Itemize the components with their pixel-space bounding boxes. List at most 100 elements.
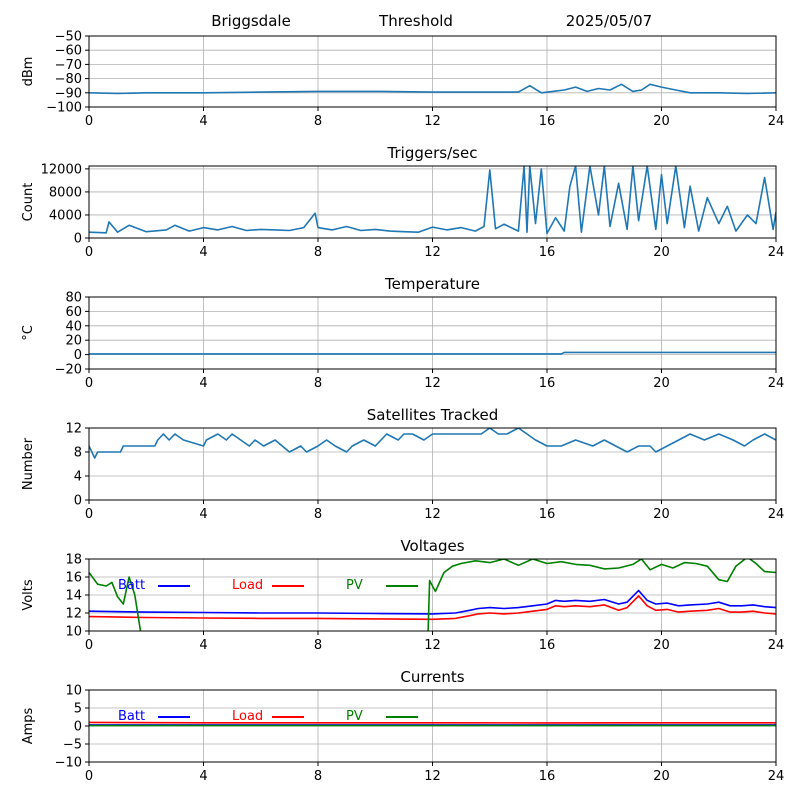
series-line — [89, 83, 776, 95]
x-tick-label: 24 — [768, 507, 785, 522]
mode-label: Threshold — [378, 12, 453, 30]
y-tick-label: 18 — [65, 553, 82, 568]
y-tick-label: 60 — [65, 305, 82, 320]
y-axis-label: °C — [21, 325, 36, 341]
x-tick-label: 20 — [653, 638, 670, 653]
panel-voltages: 0 4 8 12 16 20 24 10 12 14 16 18 Voltages Volts Batt Lo… — [21, 537, 785, 653]
y-tick-label: 8000 — [49, 185, 82, 200]
x-tick-label: 16 — [539, 769, 556, 784]
x-tick-label: 12 — [424, 638, 441, 653]
x-tick-label: 16 — [539, 376, 556, 391]
x-tick-label: 12 — [424, 245, 441, 260]
series-group — [89, 721, 776, 727]
x-tick-label: 12 — [424, 376, 441, 391]
series-line-pv — [89, 559, 776, 631]
x-tick-label: 0 — [85, 507, 93, 522]
x-tick-label: 8 — [314, 769, 322, 784]
x-tick-label: 20 — [653, 769, 670, 784]
y-tick-label: −50 — [55, 30, 82, 45]
y-axis-label: Number — [21, 437, 36, 490]
y-axis-label: dBm — [21, 57, 36, 87]
x-tick-label: 8 — [314, 507, 322, 522]
x-tick-label: 24 — [768, 245, 785, 260]
x-tick-label: 0 — [85, 638, 93, 653]
x-tick-label: 16 — [539, 245, 556, 260]
y-tick-label: 20 — [65, 334, 82, 349]
x-tick-label: 4 — [199, 114, 207, 129]
x-tick-label: 0 — [85, 114, 93, 129]
date-label: 2025/05/07 — [566, 12, 652, 30]
y-tick-label: 0 — [74, 720, 82, 735]
series-line — [89, 428, 776, 459]
y-tick-label: 8 — [74, 446, 82, 461]
y-tick-label: 16 — [65, 571, 82, 586]
series-line — [89, 166, 776, 235]
x-tick-label: 12 — [424, 114, 441, 129]
y-axis-label: Amps — [21, 707, 36, 744]
panel-currents: 0 4 8 12 16 20 24 −10 −5 0 5 10 Currents Amps Batt Load… — [21, 668, 784, 784]
y-tick-label: 0 — [74, 348, 82, 363]
panel-title: Satellites Tracked — [367, 406, 498, 424]
series-line — [89, 351, 776, 355]
x-tick-label: 4 — [199, 769, 207, 784]
y-tick-label: −60 — [55, 44, 82, 59]
x-tick-label: 20 — [653, 507, 670, 522]
x-tick-label: 20 — [653, 245, 670, 260]
x-tick-label: 0 — [85, 245, 93, 260]
legend-label-pv: PV — [346, 578, 363, 593]
series-group — [89, 83, 776, 95]
y-tick-label: 5 — [74, 702, 82, 717]
y-tick-label: 10 — [65, 625, 82, 640]
series-line-load — [89, 595, 776, 621]
y-tick-label: 0 — [74, 494, 82, 509]
x-tick-label: 8 — [314, 638, 322, 653]
y-tick-label: −70 — [55, 58, 82, 73]
x-tick-label: 4 — [199, 376, 207, 391]
y-tick-label: 12 — [65, 607, 82, 622]
panel-title: Currents — [400, 668, 464, 686]
y-tick-label: 40 — [65, 319, 82, 334]
panel-title: Triggers/sec — [387, 144, 478, 162]
panel-title: Voltages — [400, 537, 464, 555]
series-group — [89, 166, 776, 235]
x-tick-label: 24 — [768, 769, 785, 784]
y-axis-label: Volts — [21, 579, 36, 611]
y-tick-label: −80 — [55, 72, 82, 87]
y-tick-label: −90 — [55, 86, 82, 101]
legend-label-batt: Batt — [118, 578, 145, 593]
x-tick-label: 24 — [768, 638, 785, 653]
x-tick-label: 16 — [539, 114, 556, 129]
panel-rssi: 0 4 8 12 16 20 24 −100−90−80−70−60−50 dBm — [21, 30, 784, 130]
x-tick-label: 8 — [314, 114, 322, 129]
y-tick-label: −5 — [63, 738, 82, 753]
y-tick-label: −10 — [55, 756, 82, 771]
x-tick-label: 20 — [653, 376, 670, 391]
legend-label-load: Load — [232, 578, 263, 593]
series-line-batt — [89, 589, 776, 615]
x-tick-label: 4 — [199, 507, 207, 522]
x-tick-label: 8 — [314, 245, 322, 260]
y-tick-label: 14 — [65, 589, 82, 604]
x-tick-label: 4 — [199, 638, 207, 653]
x-tick-label: 20 — [653, 114, 670, 129]
legend-label-pv: PV — [346, 709, 363, 724]
series-group — [89, 559, 776, 631]
y-axis-label: Count — [21, 183, 36, 222]
panel-title: Temperature — [384, 275, 480, 293]
x-tick-label: 0 — [85, 769, 93, 784]
station-name: Briggsdale — [211, 12, 291, 30]
series-group — [89, 351, 776, 355]
x-tick-label: 4 — [199, 245, 207, 260]
legend-label-batt: Batt — [118, 709, 145, 724]
x-tick-label: 24 — [768, 114, 785, 129]
y-tick-label: −20 — [55, 363, 82, 378]
y-tick-label: 4000 — [49, 208, 82, 223]
y-tick-label: 12 — [65, 422, 82, 437]
y-tick-label: 12000 — [41, 162, 82, 177]
panel-triggers: 0 4 8 12 16 20 24 0 4000 8000 12000 Triggers/sec Cou… — [21, 144, 784, 260]
y-tick-label: 10 — [65, 684, 82, 699]
x-tick-label: 12 — [424, 507, 441, 522]
series-line-load — [89, 721, 776, 724]
